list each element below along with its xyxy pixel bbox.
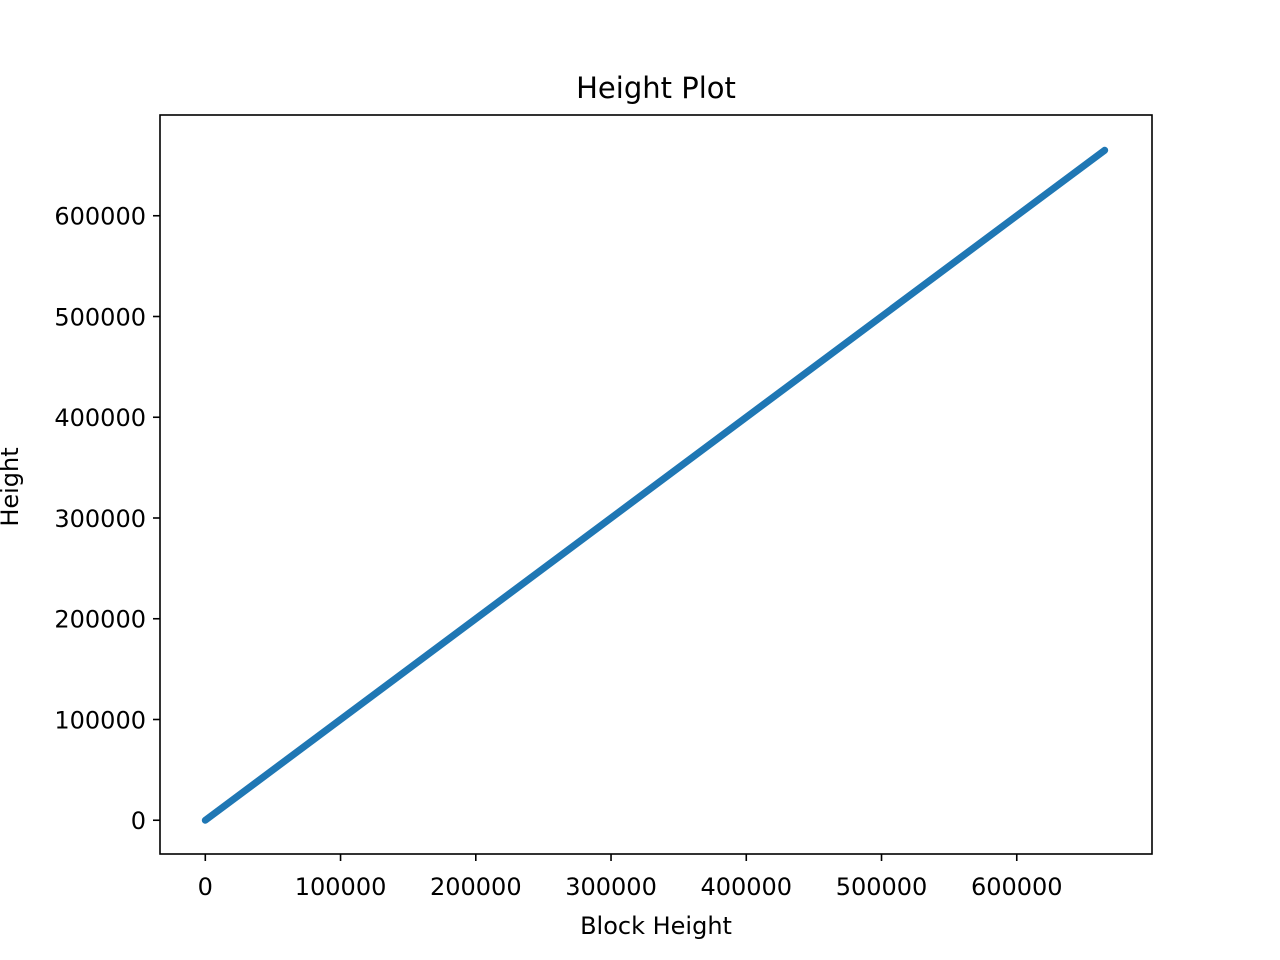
y-tick-label: 400000 xyxy=(54,404,146,432)
chart-title: Height Plot xyxy=(576,71,736,105)
x-tick-label: 500000 xyxy=(836,873,928,901)
y-tick-label: 500000 xyxy=(54,303,146,331)
data-series-line xyxy=(201,146,1109,824)
plot-area xyxy=(201,146,1109,824)
y-tick-label: 200000 xyxy=(54,606,146,634)
y-axis-title: Height xyxy=(0,447,24,526)
y-axis-ticks: 0 100000 200000 300000 400000 500000 600000 xyxy=(54,203,160,835)
y-tick-label: 300000 xyxy=(54,505,146,533)
plot-frame xyxy=(159,114,1153,855)
x-axis-ticks: 0 100000 200000 300000 400000 500000 600000 xyxy=(198,854,1063,901)
y-tick-label: 100000 xyxy=(54,706,146,734)
x-tick-label: 0 xyxy=(198,873,213,901)
y-tick-label: 0 xyxy=(131,807,146,835)
y-tick-label: 600000 xyxy=(54,203,146,231)
x-tick-label: 400000 xyxy=(700,873,792,901)
x-tick-label: 600000 xyxy=(971,873,1063,901)
x-tick-label: 200000 xyxy=(430,873,522,901)
x-axis-title: Block Height xyxy=(580,912,732,940)
x-tick-label: 300000 xyxy=(565,873,657,901)
x-tick-label: 100000 xyxy=(295,873,387,901)
